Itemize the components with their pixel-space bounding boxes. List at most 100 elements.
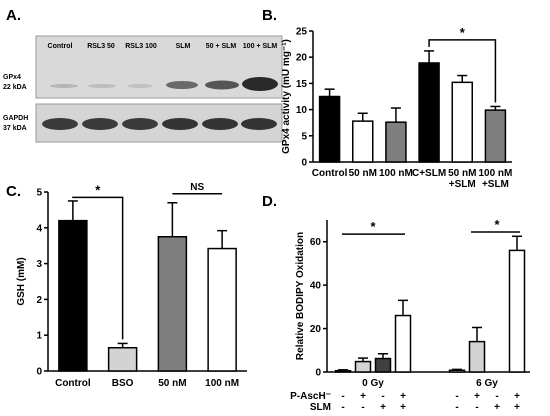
panel-b-x-tick-label: 100 nM bbox=[379, 168, 413, 179]
panel-b-x-tick-label: +SLM bbox=[449, 179, 476, 190]
panel-c-ns-label: NS bbox=[190, 182, 204, 193]
panel-b-x-tick-label: 100 nM bbox=[478, 168, 512, 179]
panel-c-bar bbox=[207, 247, 237, 372]
panel-d-bar bbox=[394, 314, 412, 373]
panel-c-x-tick-label: 100 nM bbox=[205, 378, 239, 389]
panel-d-treatment-sign: + bbox=[494, 402, 500, 413]
panel-b-y-axis-label: GPx4 activity (mU mg⁻¹) bbox=[281, 39, 292, 154]
panel-c-y-tick-label: 0 bbox=[36, 367, 42, 378]
panel-d-treatment-sign: + bbox=[514, 391, 520, 402]
panel-b-bar bbox=[318, 95, 341, 163]
panel-d-group-label: 6 Gy bbox=[476, 378, 498, 389]
panel-d-treatment-sign: + bbox=[380, 402, 386, 413]
panel-d-treatment-sign: + bbox=[400, 391, 406, 402]
panel-d-significance-label: * bbox=[370, 219, 376, 234]
panel-b-bar bbox=[418, 62, 440, 163]
gpx4-band-50-slm bbox=[205, 80, 239, 90]
gapdh-band-slm bbox=[162, 118, 198, 130]
panel-c-y-tick-label: 1 bbox=[36, 331, 42, 342]
panel-d-row-label: P-AscH⁻ bbox=[290, 391, 331, 402]
panel-c-bar bbox=[58, 219, 88, 372]
gapdh-kda-label: 37 kDA bbox=[3, 125, 27, 132]
gpx4-blot-strip bbox=[35, 35, 283, 99]
panel-b-y-tick-label: 25 bbox=[296, 27, 308, 38]
panel-b-x-tick-label: 50 nM bbox=[448, 168, 476, 179]
panel-b-y-tick-label: 0 bbox=[301, 158, 307, 169]
lane-label: SLM bbox=[176, 43, 191, 50]
gapdh-band-control bbox=[42, 118, 78, 130]
panel-d-treatment-sign: - bbox=[361, 402, 364, 413]
lane-label: 50 + SLM bbox=[206, 43, 237, 50]
panel-c-significance-label: * bbox=[95, 182, 101, 197]
panel-c-letter: C. bbox=[6, 183, 21, 200]
lane-label: RSL3 100 bbox=[125, 43, 157, 50]
panel-d-bar bbox=[448, 369, 466, 373]
panel-b-significance-bracket bbox=[428, 39, 497, 103]
gpx4-band-control bbox=[50, 84, 78, 88]
lane-label: Control bbox=[48, 43, 73, 50]
gapdh-band-50-slm bbox=[202, 118, 238, 130]
panel-d-y-axis-label: Relative BODIPY Oxidation bbox=[295, 232, 306, 360]
panel-d-treatment-sign: - bbox=[495, 391, 498, 402]
panel-b-bar bbox=[352, 120, 374, 163]
panel-d-y-tick-label: 40 bbox=[310, 281, 322, 292]
panel-c-y-axis-label: GSH (mM) bbox=[16, 257, 27, 305]
panel-d-bar bbox=[334, 369, 352, 373]
panel-d-treatment-sign: - bbox=[455, 402, 458, 413]
panel-d-y-tick-label: 60 bbox=[310, 237, 322, 248]
panel-d-treatment-sign: + bbox=[360, 391, 366, 402]
panel-d-treatment-sign: - bbox=[341, 402, 344, 413]
lane-label: RSL3 50 bbox=[87, 43, 115, 50]
panel-b-bar bbox=[484, 109, 507, 163]
panel-c-x-tick-label: 50 nM bbox=[158, 378, 186, 389]
gpx4-kda-label: 22 kDA bbox=[3, 84, 27, 91]
panel-a-letter: A. bbox=[6, 7, 21, 24]
panel-b-y-tick-label: 5 bbox=[301, 131, 307, 142]
panel-b-y-tick-label: 10 bbox=[296, 105, 308, 116]
panel-c-y-tick-label: 5 bbox=[36, 188, 42, 199]
panel-d-treatment-sign: + bbox=[514, 402, 520, 413]
panel-d-significance-label: * bbox=[494, 217, 500, 232]
gapdh-label: GAPDH bbox=[3, 115, 28, 122]
panel-b-x-tick-label: 50 nM bbox=[349, 168, 377, 179]
panel-d-letter: D. bbox=[262, 193, 277, 210]
panel-c-bar bbox=[107, 346, 138, 372]
gapdh-band-100-slm bbox=[241, 118, 277, 130]
panel-b-x-tick-label: +SLM bbox=[482, 179, 509, 190]
panel-d-bar bbox=[354, 360, 372, 373]
panel-d-y-tick-label: 0 bbox=[315, 368, 321, 379]
panel-d-treatment-sign: + bbox=[474, 391, 480, 402]
panel-b-bar bbox=[451, 81, 473, 163]
panel-d-bar bbox=[374, 357, 392, 373]
panel-c-x-tick-label: BSO bbox=[112, 378, 134, 389]
panel-d-bar bbox=[468, 340, 486, 373]
gapdh-band-rsl3-50 bbox=[82, 118, 118, 130]
panel-c-y-tick-label: 2 bbox=[36, 295, 42, 306]
panel-c-x-tick-label: Control bbox=[55, 378, 91, 389]
panel-b-x-tick-label: C+SLM bbox=[412, 168, 446, 179]
panel-d-treatment-sign: - bbox=[341, 391, 344, 402]
panel-d-row-label: SLM bbox=[310, 402, 331, 413]
gpx4-band-slm bbox=[166, 81, 198, 89]
gapdh-band-rsl3-100 bbox=[122, 118, 158, 130]
panel-b-letter: B. bbox=[262, 7, 277, 24]
gpx4-label: GPx4 bbox=[3, 74, 21, 81]
western-blot bbox=[35, 35, 283, 143]
panel-b-y-tick-label: 20 bbox=[296, 53, 308, 64]
panel-c-y-tick-label: 4 bbox=[36, 223, 42, 234]
panel-d-treatment-sign: - bbox=[455, 391, 458, 402]
panel-d-bar bbox=[508, 249, 526, 373]
panel-c-significance-bracket bbox=[72, 196, 124, 340]
gpx4-band-rsl3-100 bbox=[127, 84, 153, 88]
panel-d-y-tick-label: 20 bbox=[310, 324, 322, 335]
panel-c-y-tick-label: 3 bbox=[36, 259, 42, 270]
panel-b-x-tick-label: Control bbox=[312, 168, 348, 179]
panel-c-chart: 0 1 2 3 4 5 Control BSO 50 nM 100 nM GSH (mM) * NS bbox=[16, 182, 247, 389]
panel-c-bar bbox=[157, 236, 188, 372]
gpx4-band-rsl3-50 bbox=[88, 84, 116, 88]
panel-d-treatment-sign: + bbox=[400, 402, 406, 413]
gpx4-band-100-slm bbox=[242, 77, 278, 91]
